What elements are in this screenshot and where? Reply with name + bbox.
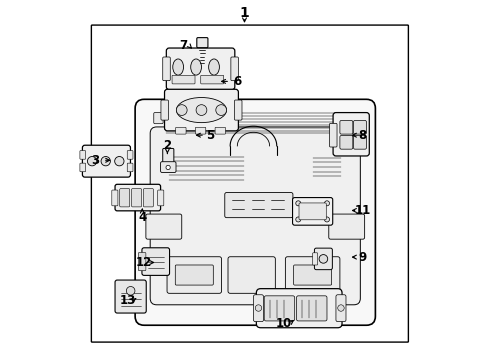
FancyBboxPatch shape — [135, 99, 375, 325]
FancyBboxPatch shape — [195, 127, 205, 134]
FancyBboxPatch shape — [115, 184, 160, 211]
FancyBboxPatch shape — [127, 150, 133, 159]
Circle shape — [165, 165, 170, 170]
Circle shape — [295, 201, 300, 206]
FancyBboxPatch shape — [230, 57, 238, 81]
FancyBboxPatch shape — [138, 252, 145, 271]
FancyBboxPatch shape — [314, 248, 332, 270]
Text: 7: 7 — [179, 39, 187, 52]
FancyBboxPatch shape — [172, 75, 195, 84]
FancyBboxPatch shape — [285, 257, 339, 293]
FancyBboxPatch shape — [160, 162, 176, 172]
FancyBboxPatch shape — [115, 280, 146, 313]
FancyBboxPatch shape — [80, 163, 85, 172]
Circle shape — [215, 105, 226, 116]
Text: 8: 8 — [358, 129, 366, 142]
FancyBboxPatch shape — [346, 113, 356, 124]
Text: 11: 11 — [354, 204, 370, 217]
FancyBboxPatch shape — [112, 190, 118, 206]
Circle shape — [255, 305, 261, 311]
FancyBboxPatch shape — [127, 163, 133, 172]
FancyBboxPatch shape — [329, 123, 336, 147]
FancyBboxPatch shape — [339, 135, 352, 149]
FancyBboxPatch shape — [163, 148, 174, 165]
Text: 13: 13 — [120, 294, 136, 307]
Circle shape — [126, 287, 135, 295]
FancyBboxPatch shape — [328, 214, 364, 239]
FancyBboxPatch shape — [91, 25, 407, 342]
FancyBboxPatch shape — [312, 253, 317, 265]
FancyBboxPatch shape — [335, 295, 346, 321]
FancyBboxPatch shape — [145, 214, 182, 239]
Circle shape — [324, 201, 329, 206]
FancyBboxPatch shape — [293, 265, 331, 285]
FancyBboxPatch shape — [158, 190, 163, 206]
FancyBboxPatch shape — [82, 145, 130, 177]
Text: 2: 2 — [163, 139, 171, 152]
Text: 5: 5 — [206, 129, 214, 142]
Circle shape — [176, 105, 187, 116]
FancyBboxPatch shape — [353, 121, 366, 134]
FancyBboxPatch shape — [298, 203, 325, 220]
Ellipse shape — [172, 59, 183, 75]
FancyBboxPatch shape — [353, 135, 366, 149]
Text: 10: 10 — [275, 317, 291, 330]
FancyBboxPatch shape — [215, 127, 225, 134]
FancyBboxPatch shape — [167, 257, 221, 293]
FancyBboxPatch shape — [120, 189, 129, 207]
Circle shape — [101, 157, 110, 166]
FancyBboxPatch shape — [143, 189, 153, 207]
FancyBboxPatch shape — [196, 38, 207, 48]
FancyBboxPatch shape — [131, 189, 142, 207]
FancyBboxPatch shape — [253, 295, 263, 321]
Circle shape — [337, 305, 344, 311]
Circle shape — [319, 255, 327, 263]
FancyBboxPatch shape — [332, 113, 368, 156]
FancyBboxPatch shape — [164, 89, 238, 131]
Circle shape — [87, 157, 97, 166]
Text: 9: 9 — [358, 251, 366, 264]
Circle shape — [115, 157, 124, 166]
FancyBboxPatch shape — [339, 121, 352, 134]
FancyBboxPatch shape — [264, 296, 294, 321]
Circle shape — [324, 217, 329, 222]
FancyBboxPatch shape — [175, 265, 213, 285]
FancyBboxPatch shape — [80, 150, 85, 159]
Ellipse shape — [176, 98, 226, 123]
FancyBboxPatch shape — [292, 198, 332, 225]
FancyBboxPatch shape — [224, 193, 292, 218]
FancyBboxPatch shape — [142, 248, 169, 275]
FancyBboxPatch shape — [175, 127, 185, 134]
FancyBboxPatch shape — [296, 296, 326, 321]
Text: 1: 1 — [239, 6, 249, 20]
FancyBboxPatch shape — [256, 289, 341, 328]
FancyBboxPatch shape — [161, 100, 168, 120]
Circle shape — [196, 105, 206, 116]
Text: 12: 12 — [136, 256, 152, 269]
FancyBboxPatch shape — [150, 127, 360, 305]
FancyBboxPatch shape — [234, 100, 242, 120]
FancyBboxPatch shape — [163, 57, 170, 81]
FancyBboxPatch shape — [153, 113, 163, 124]
Text: 3: 3 — [91, 154, 100, 167]
FancyBboxPatch shape — [201, 75, 223, 84]
Ellipse shape — [190, 59, 201, 75]
Text: 6: 6 — [233, 75, 241, 88]
FancyBboxPatch shape — [166, 48, 234, 90]
Text: 4: 4 — [138, 211, 146, 224]
Ellipse shape — [208, 59, 219, 75]
FancyBboxPatch shape — [227, 257, 275, 293]
Circle shape — [295, 217, 300, 222]
